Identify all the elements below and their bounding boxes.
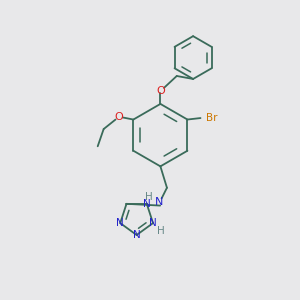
Text: N: N — [149, 218, 157, 228]
Text: N: N — [154, 197, 163, 207]
Text: H: H — [157, 226, 164, 236]
Text: Br: Br — [206, 113, 218, 123]
Text: N: N — [143, 199, 151, 209]
Text: O: O — [156, 86, 165, 96]
Text: H: H — [145, 192, 153, 202]
Text: N: N — [116, 218, 124, 228]
Text: N: N — [133, 230, 140, 240]
Text: O: O — [115, 112, 124, 122]
